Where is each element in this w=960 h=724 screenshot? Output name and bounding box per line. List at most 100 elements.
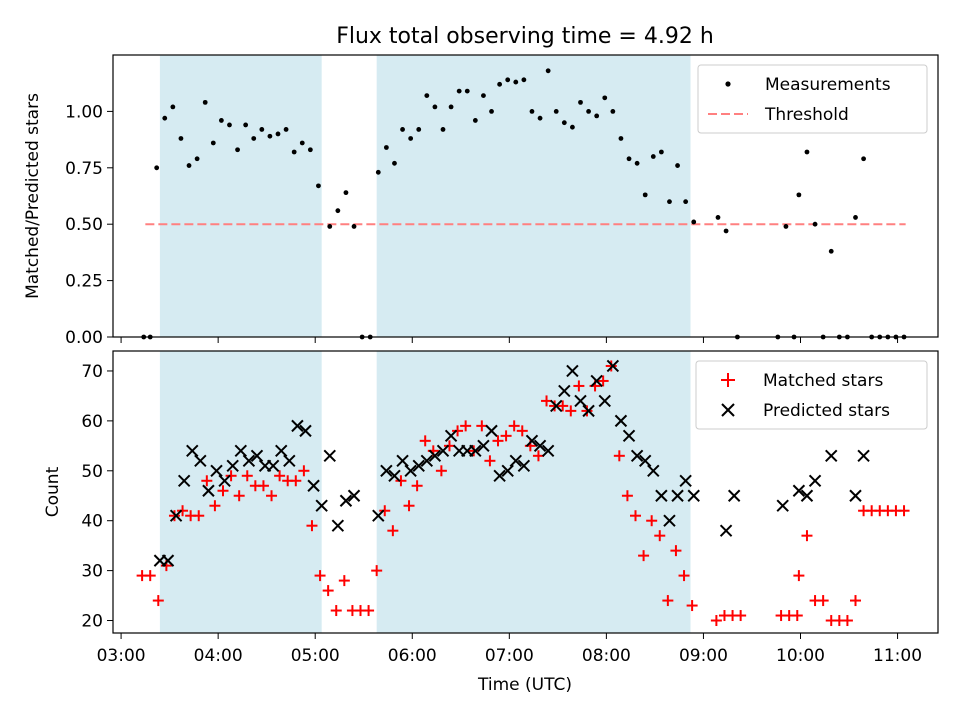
measurement-point — [456, 88, 462, 94]
matched-star-point — [379, 505, 391, 517]
chart-title: Flux total observing time = 4.92 h — [336, 24, 714, 49]
bottom-legend-box — [695, 360, 928, 430]
predicted-star-point — [226, 459, 239, 473]
measurement-point — [375, 169, 381, 175]
measurement-point — [683, 199, 689, 205]
measurement-point — [464, 88, 470, 94]
bottom-y-ticks: 20 30 40 50 60 70 — [81, 362, 113, 632]
measurement-point — [351, 224, 357, 229]
predicted-star-point — [558, 384, 571, 398]
measurement-point — [667, 199, 672, 205]
top-legend-box — [697, 64, 928, 134]
matched-star-point — [898, 505, 910, 517]
matched-star-point — [290, 475, 302, 487]
measurement-point — [723, 228, 729, 234]
measurement-point — [154, 165, 160, 171]
matched-star-point — [841, 615, 853, 627]
matched-star-point — [484, 455, 496, 467]
matched-star-point — [452, 425, 464, 437]
measurement-point — [316, 183, 321, 189]
bottom-x-ticks: 03:00 04:00 05:00 06:00 07:00 08:00 09:00 10:00… — [97, 633, 922, 666]
measurement-point — [537, 115, 543, 121]
predicted-star-point — [655, 489, 668, 502]
predicted-star-point — [266, 459, 280, 473]
legend-threshold-label: Threshold — [764, 105, 849, 125]
observing-interval — [376, 55, 691, 337]
bottom-legend: Matched stars Predicted stars — [695, 360, 928, 430]
matched-star-point — [266, 490, 278, 502]
measurement-point — [626, 156, 632, 162]
matched-star-point — [557, 400, 569, 412]
predicted-star-point — [404, 464, 417, 477]
measurement-point — [783, 224, 789, 229]
predicted-star-point — [283, 454, 296, 468]
measurement-point — [853, 215, 858, 220]
predicted-star-point — [444, 429, 458, 443]
predicted-star-point — [808, 474, 822, 487]
measurement-point — [634, 160, 640, 166]
matched-star-point — [306, 520, 318, 532]
matched-star-point — [500, 430, 512, 442]
measurement-point — [489, 109, 494, 114]
measurement-point — [432, 104, 438, 110]
matched-star-point — [476, 420, 488, 432]
predicted-star-point — [687, 489, 700, 502]
measurement-point — [796, 192, 802, 198]
measurement-point — [178, 136, 184, 141]
predicted-star-point — [541, 444, 555, 458]
matched-star-point — [541, 395, 553, 407]
measurement-point — [291, 149, 297, 155]
x-tick-label: 05:00 — [291, 646, 340, 666]
matched-star-point — [177, 505, 189, 517]
matched-star-point — [710, 615, 722, 627]
matched-star-point — [791, 610, 803, 622]
legend-matched-marker — [721, 373, 735, 387]
predicted-star-point — [331, 519, 345, 532]
matched-star-point — [662, 595, 674, 607]
top-legend: Measurements Threshold — [697, 64, 928, 134]
top-x-ticks — [120, 337, 899, 343]
matched-star-point — [817, 595, 829, 607]
predicted-star-point — [234, 444, 248, 458]
x-tick-label: 06:00 — [388, 646, 437, 666]
legend-measurements-marker — [725, 81, 731, 87]
predicted-star-point — [630, 449, 644, 463]
predicted-star-point — [719, 524, 733, 537]
measurement-point — [602, 95, 608, 101]
measurement-point — [186, 163, 192, 168]
measurement-point — [307, 147, 313, 153]
predicted-star-point — [388, 469, 401, 482]
predicted-star-point — [396, 454, 409, 468]
predicted-star-point — [323, 449, 336, 463]
measurement-point — [529, 109, 535, 114]
matched-star-point — [565, 405, 577, 417]
predicted-star-point — [242, 454, 256, 468]
x-tick-label: 08:00 — [582, 646, 631, 666]
predicted-star-point — [347, 489, 361, 502]
predicted-star-point — [501, 464, 514, 477]
measurement-point — [618, 136, 624, 141]
matched-star-point — [793, 570, 805, 582]
matched-star-point — [435, 465, 447, 477]
matched-star-point — [314, 570, 326, 582]
measurement-point — [243, 122, 249, 128]
bottom-plot-frame — [112, 350, 939, 634]
matched-star-point — [144, 570, 156, 582]
observing-interval — [159, 351, 322, 633]
predicted-star-point — [186, 444, 199, 458]
matched-star-point — [508, 420, 520, 432]
bottom-y-axis-label: Count — [43, 466, 63, 517]
y-tick-label: 0.75 — [65, 159, 103, 179]
predicted-star-point — [291, 419, 304, 433]
measurement-point — [715, 215, 721, 220]
matched-star-point — [419, 435, 431, 447]
measurement-point — [642, 192, 648, 198]
matched-star-point — [330, 605, 342, 617]
predicted-star-point — [800, 489, 814, 502]
measurement-point — [227, 122, 232, 128]
predicted-star-point — [177, 474, 191, 487]
bottom-panel: 20 30 40 50 60 70 03:00 04:00 05:00 06:00 07:00 08… — [43, 350, 939, 695]
measurement-point — [343, 190, 349, 196]
predicted-star-point — [210, 464, 223, 477]
